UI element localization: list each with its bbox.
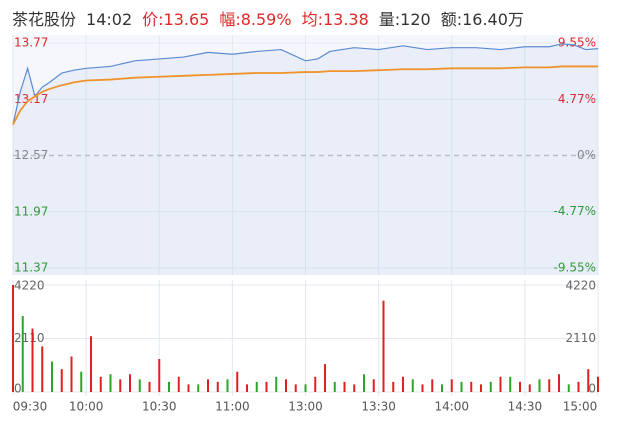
volume-bar (363, 374, 365, 392)
x-tick-label: 09:30 (13, 400, 48, 414)
volume: 量:120 (378, 10, 431, 29)
y2-tick-label: 9.55% (558, 36, 596, 50)
y2-tick-label: 4220 (565, 279, 596, 293)
x-tick-label: 11:00 (215, 400, 250, 414)
time: 14:02 (86, 10, 133, 29)
volume-bar (41, 346, 44, 392)
volume-bar (177, 376, 180, 392)
volume-bar (509, 376, 512, 392)
volume-bar (431, 379, 434, 392)
volume-bar (90, 336, 92, 392)
y-tick-label: 13.77 (14, 36, 48, 50)
volume-bar (402, 376, 404, 392)
volume-bar (470, 381, 473, 392)
volume-bar (246, 384, 248, 392)
volume-bar (587, 369, 590, 392)
volume-bar (567, 384, 570, 392)
y-tick-label: 4220 (14, 279, 45, 293)
volume-bar (460, 381, 463, 392)
volume-bar (21, 315, 24, 392)
volume-bar (304, 384, 307, 392)
y-tick-label: 2110 (14, 331, 45, 345)
y-tick-label: 11.97 (14, 204, 48, 218)
volume-bar (226, 379, 229, 392)
volume-bar (109, 374, 112, 392)
y-tick-label: 12.57 (14, 148, 48, 162)
y-tick-label: 0 (14, 382, 22, 396)
volume-bar (216, 381, 219, 392)
volume-bar (60, 369, 63, 392)
volume-bar (548, 379, 551, 392)
volume-bar (558, 374, 560, 392)
volume-bar (285, 379, 287, 392)
volume-bar (372, 379, 375, 392)
amount: 额:16.40万 (440, 10, 524, 29)
volume-bar (99, 376, 102, 392)
header: 茶花股份 14:02 价:13.65 幅:8.59% 均:13.38 量:120 额:16.… (12, 6, 534, 30)
y-tick-label: 11.37 (14, 261, 48, 275)
x-tick-label: 15:00 (563, 400, 598, 414)
volume-bar (597, 376, 599, 392)
y2-tick-label: -9.55% (554, 261, 596, 275)
volume-bar (519, 381, 521, 392)
volume-bar (392, 381, 395, 392)
volume-bar (31, 328, 34, 392)
volume-bar (80, 371, 83, 392)
volume-bar (421, 384, 424, 392)
stock-name: 茶花股份 (12, 10, 77, 29)
volume-bar (148, 381, 151, 392)
volume-bar (294, 384, 297, 392)
x-tick-label: 14:00 (434, 400, 469, 414)
volume-bar (187, 384, 190, 392)
volume-bar (255, 381, 258, 392)
volume-bar (382, 300, 385, 392)
volume-bar (499, 376, 502, 392)
x-tick-label: 14:30 (508, 400, 543, 414)
volume-bar (70, 356, 73, 392)
volume-bar (129, 374, 131, 392)
volume-bar (450, 379, 453, 392)
volume-bar (265, 381, 268, 392)
y2-tick-label: -4.77% (554, 204, 596, 218)
volume-bar (197, 384, 200, 392)
volume-bar (480, 384, 482, 392)
volume-bar (119, 379, 122, 392)
volume-bar (324, 364, 326, 392)
volume-bar (411, 379, 414, 392)
average-line (12, 65, 598, 125)
volume-bar (441, 384, 443, 392)
x-tick-label: 10:00 (69, 400, 104, 414)
volume-bar (538, 379, 541, 392)
volume-bar (343, 381, 346, 392)
volume-bar (353, 384, 356, 392)
volume-bar (138, 379, 141, 392)
y2-tick-label: 0 (588, 382, 596, 396)
volume-bar (333, 381, 336, 392)
volume-bar (528, 384, 531, 392)
volume-bar (51, 361, 53, 392)
x-tick-label: 13:00 (288, 400, 323, 414)
volume-bar (207, 379, 209, 392)
change: 幅:8.59% (219, 10, 292, 29)
volume-bar (158, 359, 161, 392)
average: 均:13.38 (301, 10, 369, 29)
volume-bar (168, 381, 170, 392)
volume-bar (275, 376, 278, 392)
price: 价:13.65 (142, 10, 210, 29)
x-tick-label: 10:30 (142, 400, 177, 414)
price-area (13, 43, 598, 275)
volume-bar (577, 381, 580, 392)
volume-bar (489, 381, 492, 392)
y2-tick-label: 0% (577, 148, 596, 162)
volume-bar (314, 376, 317, 392)
volume-bar (12, 285, 14, 392)
volume-bar (236, 371, 239, 392)
price-line (12, 43, 599, 125)
y2-tick-label: 2110 (565, 331, 596, 345)
y2-tick-label: 4.77% (558, 92, 596, 106)
x-tick-label: 13:30 (361, 400, 396, 414)
